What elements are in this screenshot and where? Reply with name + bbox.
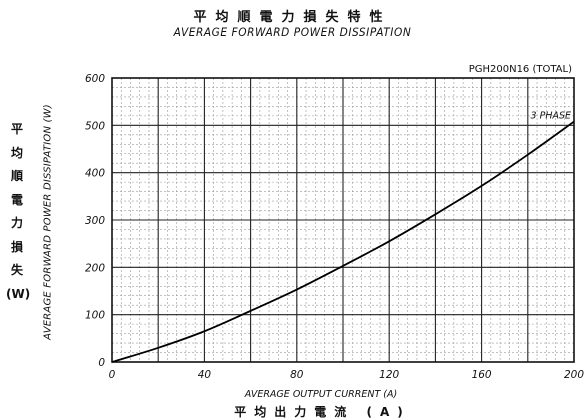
x-tick-label: 120 <box>379 369 399 381</box>
x-tick-label: 160 <box>472 369 492 381</box>
series-label: 3 PHASE <box>531 111 571 122</box>
major-grid <box>112 78 574 362</box>
x-tick-label: 80 <box>290 369 304 381</box>
y-tick-label: 0 <box>98 357 105 369</box>
x-tick-label: 40 <box>198 369 212 381</box>
model-label: PGH200N16 (TOTAL) <box>469 64 572 75</box>
y-tick-label: 300 <box>85 215 105 227</box>
y-tick-label: 200 <box>85 262 105 274</box>
y-tick-label: 500 <box>85 120 105 132</box>
y-tick-label: 600 <box>85 73 105 85</box>
x-axis-label: AVERAGE OUTPUT CURRENT (A) <box>15 389 571 400</box>
y-tick-label: 100 <box>85 310 105 322</box>
y-tick-label: 400 <box>85 168 105 180</box>
x-axis-label-jp: 平均出力電流 (A) <box>0 403 585 420</box>
x-tick-label: 0 <box>109 369 116 381</box>
x-tick-label: 200 <box>564 369 584 381</box>
